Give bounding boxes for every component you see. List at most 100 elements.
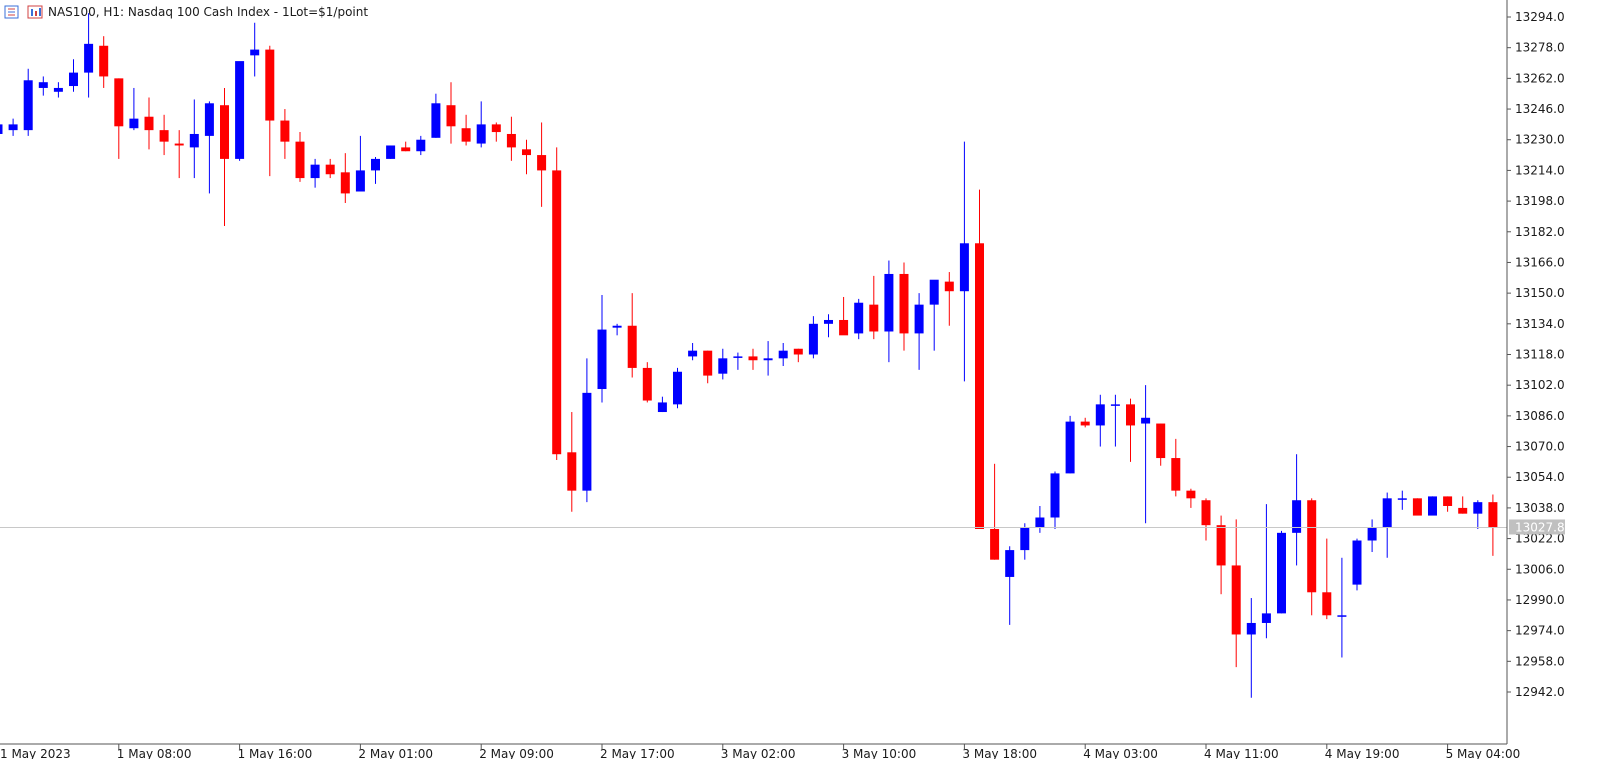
candle[interactable]: [884, 260, 894, 363]
candle[interactable]: [1458, 496, 1468, 514]
candle[interactable]: [1488, 494, 1498, 556]
candle[interactable]: [657, 396, 667, 413]
candle[interactable]: [1352, 538, 1362, 591]
candle[interactable]: [1246, 598, 1256, 698]
chart-grid-icon[interactable]: [4, 5, 19, 19]
candle[interactable]: [944, 272, 954, 326]
candle[interactable]: [38, 76, 48, 96]
candle[interactable]: [552, 147, 562, 460]
candle[interactable]: [371, 156, 380, 184]
candle[interactable]: [491, 122, 501, 142]
candle[interactable]: [204, 101, 214, 194]
candle[interactable]: [386, 145, 396, 159]
candle[interactable]: [1307, 498, 1317, 616]
chart-bars-icon[interactable]: [27, 5, 43, 19]
candle[interactable]: [975, 189, 984, 530]
candle[interactable]: [1186, 488, 1196, 508]
candle[interactable]: [1065, 415, 1075, 474]
candle[interactable]: [1035, 505, 1045, 533]
candle[interactable]: [1156, 423, 1166, 466]
candle[interactable]: [23, 68, 33, 136]
candle[interactable]: [129, 87, 139, 131]
candle[interactable]: [673, 367, 682, 409]
candle[interactable]: [0, 119, 3, 140]
candle[interactable]: [718, 348, 728, 380]
candle[interactable]: [295, 132, 305, 182]
candle[interactable]: [854, 298, 864, 340]
candle[interactable]: [627, 293, 637, 378]
candle[interactable]: [1367, 519, 1377, 553]
candle[interactable]: [144, 97, 154, 150]
candle[interactable]: [416, 135, 426, 156]
candle[interactable]: [1473, 500, 1483, 530]
candle[interactable]: [8, 118, 18, 136]
candle[interactable]: [1110, 394, 1120, 447]
candle[interactable]: [597, 295, 607, 403]
candle[interactable]: [688, 342, 698, 361]
candle[interactable]: [220, 87, 229, 227]
candle[interactable]: [99, 36, 109, 88]
candle[interactable]: [582, 358, 592, 503]
candle[interactable]: [325, 158, 335, 179]
candle[interactable]: [280, 109, 290, 159]
candle[interactable]: [1277, 530, 1286, 614]
candle[interactable]: [355, 135, 365, 192]
candle[interactable]: [1095, 394, 1105, 447]
candle[interactable]: [446, 82, 456, 144]
candle[interactable]: [959, 141, 969, 382]
candle[interactable]: [642, 362, 652, 403]
candle[interactable]: [567, 412, 577, 512]
candle[interactable]: [461, 114, 471, 146]
candle[interactable]: [1216, 515, 1226, 595]
candle[interactable]: [53, 82, 63, 98]
candle[interactable]: [733, 352, 743, 370]
candle[interactable]: [235, 61, 245, 161]
candle[interactable]: [1397, 490, 1407, 510]
candle[interactable]: [808, 316, 818, 359]
candle[interactable]: [114, 78, 124, 159]
candle[interactable]: [990, 463, 1000, 560]
candle[interactable]: [899, 262, 909, 351]
candle[interactable]: [1412, 498, 1422, 516]
candle[interactable]: [612, 323, 622, 336]
candle[interactable]: [839, 296, 849, 336]
candle[interactable]: [929, 279, 939, 351]
candle[interactable]: [1428, 496, 1437, 516]
candle[interactable]: [1080, 417, 1090, 428]
price-axis[interactable]: 13294.0 13278.0 13262.0 13246.0 13230.0 13214…: [1507, 10, 1565, 699]
candle[interactable]: [1322, 538, 1332, 620]
candle[interactable]: [778, 342, 788, 367]
candle[interactable]: [1126, 398, 1135, 462]
candle[interactable]: [522, 139, 531, 175]
candle[interactable]: [1141, 385, 1151, 524]
candle[interactable]: [914, 293, 924, 370]
candle[interactable]: [1261, 504, 1271, 639]
candle[interactable]: [1171, 438, 1181, 497]
candle[interactable]: [174, 130, 184, 179]
candle[interactable]: [476, 101, 486, 148]
candle[interactable]: [310, 158, 320, 188]
candle[interactable]: [431, 93, 441, 138]
candle[interactable]: [1201, 498, 1211, 541]
candle[interactable]: [401, 141, 411, 152]
candle[interactable]: [250, 22, 260, 77]
candle[interactable]: [793, 348, 803, 363]
candle[interactable]: [84, 13, 94, 98]
candle[interactable]: [189, 99, 199, 179]
candle[interactable]: [340, 153, 350, 204]
candle[interactable]: [537, 122, 547, 207]
candle[interactable]: [506, 116, 516, 161]
candle[interactable]: [1005, 546, 1015, 625]
candle[interactable]: [824, 314, 833, 338]
candle[interactable]: [1231, 519, 1241, 668]
candle[interactable]: [1050, 471, 1060, 530]
candle[interactable]: [265, 45, 275, 177]
candle[interactable]: [703, 350, 713, 384]
candle[interactable]: [69, 59, 78, 92]
candle[interactable]: [1443, 496, 1453, 512]
time-axis[interactable]: 1 May 2023 1 May 08:00 1 May 16:00 2 May 01…: [0, 744, 1520, 759]
candle[interactable]: [159, 114, 169, 156]
candle[interactable]: [748, 348, 758, 370]
candle[interactable]: [869, 275, 879, 340]
